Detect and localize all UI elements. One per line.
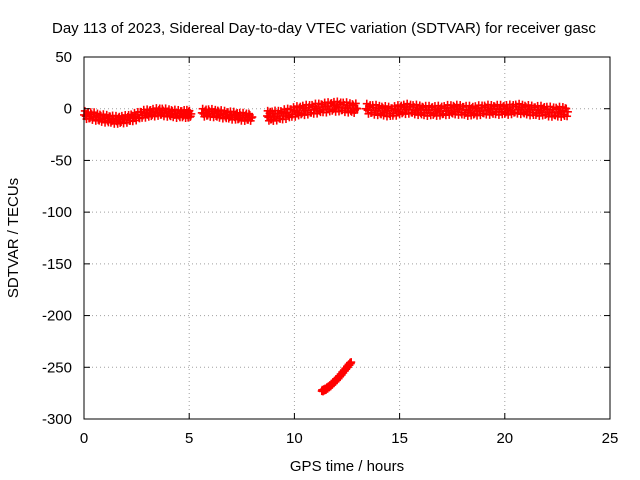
y-tick-label: -100 bbox=[42, 204, 72, 221]
x-tick-label: 25 bbox=[602, 430, 619, 447]
x-tick-label: 20 bbox=[496, 430, 513, 447]
y-tick-label: 50 bbox=[55, 49, 72, 66]
x-tick-label: 5 bbox=[185, 430, 193, 447]
x-tick-label: 15 bbox=[391, 430, 408, 447]
axis-ticks bbox=[83, 56, 611, 420]
y-tick-label: -200 bbox=[42, 308, 72, 325]
data-markers bbox=[80, 97, 572, 396]
y-tick-label: -300 bbox=[42, 411, 72, 428]
x-tick-label: 10 bbox=[286, 430, 303, 447]
data-point-marker bbox=[247, 113, 256, 122]
y-tick-label: -150 bbox=[42, 256, 72, 273]
x-axis-label: GPS time / hours bbox=[290, 458, 404, 475]
y-tick-label: 0 bbox=[64, 101, 72, 118]
data-point-marker bbox=[187, 109, 196, 118]
y-tick-label: -50 bbox=[50, 152, 72, 169]
data-point-marker bbox=[353, 104, 362, 113]
data-point-marker bbox=[563, 112, 572, 121]
data-point-marker bbox=[347, 358, 356, 367]
y-axis-label: SDTVAR / TECUs bbox=[5, 178, 22, 298]
tick-labels: 0 5 10 15 20 25 50 0 -50 -100 -150 -200 -250 -300 bbox=[42, 49, 618, 447]
chart-title: Day 113 of 2023, Sidereal Day-to-day VTE… bbox=[52, 20, 596, 37]
y-tick-label: -250 bbox=[42, 359, 72, 376]
plot-frame bbox=[83, 56, 611, 420]
data-point-marker bbox=[351, 99, 360, 108]
data-point-marker bbox=[563, 107, 572, 116]
data-point-marker bbox=[248, 112, 257, 121]
x-tick-label: 0 bbox=[80, 430, 88, 447]
